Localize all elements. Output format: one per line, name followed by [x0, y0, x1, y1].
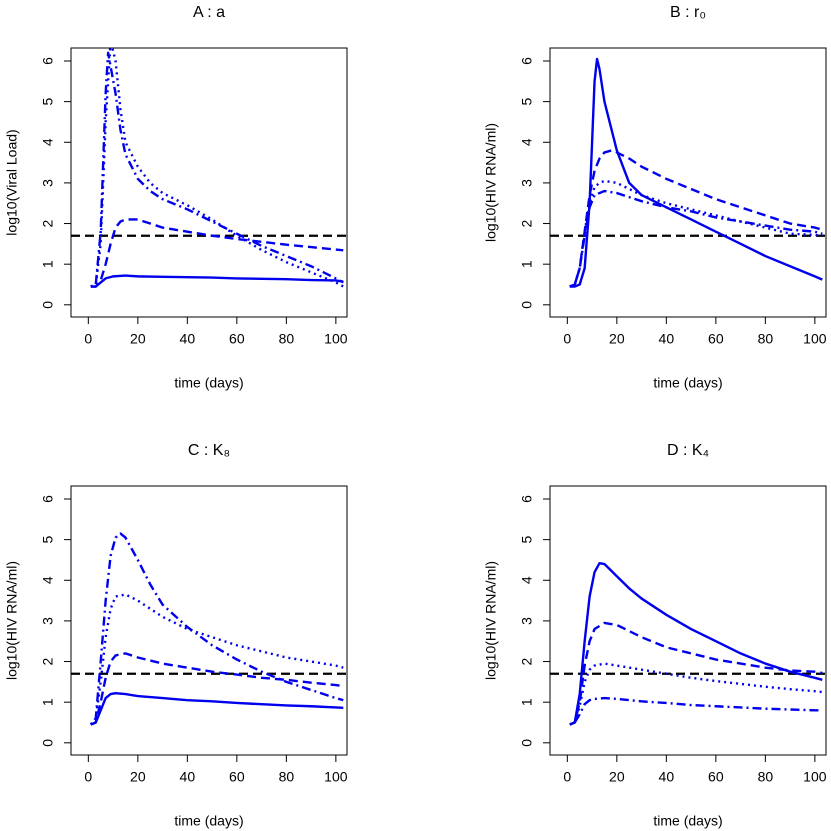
x-axis-label: time (days) [653, 375, 722, 391]
y-tick-label: 5 [519, 98, 535, 106]
x-tick-label: 80 [279, 769, 295, 785]
series-line [90, 274, 344, 288]
x-tick-label: 20 [609, 331, 625, 347]
x-tick-label: 60 [708, 769, 724, 785]
y-tick-label: 5 [40, 536, 56, 544]
x-tick-label: 0 [563, 331, 571, 347]
y-tick-label: 2 [40, 657, 56, 665]
x-tick-label: 0 [84, 769, 92, 785]
x-tick-label: 20 [130, 769, 146, 785]
x-tick-label: 100 [803, 769, 827, 785]
x-tick-label: 80 [758, 769, 774, 785]
x-tick-label: 60 [708, 331, 724, 347]
y-tick-label: 1 [519, 260, 535, 268]
y-tick-label: 2 [40, 219, 56, 227]
series-line [89, 593, 344, 726]
x-tick-label: 40 [180, 331, 196, 347]
y-tick-label: 2 [519, 657, 535, 665]
x-tick-label: 80 [279, 331, 295, 347]
x-tick-label: 40 [180, 769, 196, 785]
y-tick-label: 4 [519, 576, 535, 584]
y-axis-label: log10(HIV RNA/ml) [483, 123, 499, 242]
chart-title: B : r₀ [670, 4, 706, 21]
x-axis-label: time (days) [174, 813, 243, 829]
series-line [569, 57, 823, 288]
series-line [89, 532, 344, 726]
series-line [569, 562, 823, 726]
series-line [90, 51, 344, 288]
x-tick-label: 60 [229, 769, 245, 785]
x-axis-label: time (days) [174, 375, 243, 391]
x-tick-label: 0 [563, 769, 571, 785]
plot-frame [70, 485, 348, 756]
x-axis-label: time (days) [653, 813, 722, 829]
series-line [90, 692, 344, 726]
series-line [90, 218, 344, 288]
y-tick-label: 0 [40, 739, 56, 747]
y-axis-label: log10(Viral Load) [4, 129, 20, 235]
series-line [569, 662, 823, 726]
plot-frame [549, 485, 827, 756]
x-tick-label: 40 [659, 331, 675, 347]
y-tick-label: 1 [40, 698, 56, 706]
x-tick-label: 100 [324, 331, 348, 347]
y-tick-label: 4 [519, 138, 535, 146]
y-tick-label: 5 [40, 98, 56, 106]
y-tick-label: 4 [40, 576, 56, 584]
y-tick-label: 5 [519, 536, 535, 544]
series-line [569, 621, 823, 726]
x-tick-label: 0 [84, 331, 92, 347]
chart-title: D : K₄ [667, 442, 709, 459]
plot-frame [70, 47, 348, 318]
series-line [569, 696, 823, 726]
x-tick-label: 60 [229, 331, 245, 347]
y-tick-label: 0 [519, 739, 535, 747]
x-tick-label: 20 [609, 769, 625, 785]
y-tick-label: 6 [519, 495, 535, 503]
y-tick-label: 4 [40, 138, 56, 146]
series-line [569, 179, 823, 288]
y-tick-label: 6 [40, 57, 56, 65]
series-line [90, 652, 344, 726]
chart-title: C : K₈ [188, 442, 230, 459]
x-tick-label: 100 [803, 331, 827, 347]
y-tick-label: 0 [40, 301, 56, 309]
x-tick-label: 20 [130, 331, 146, 347]
y-tick-label: 6 [40, 495, 56, 503]
y-tick-label: 1 [40, 260, 56, 268]
x-tick-label: 100 [324, 769, 348, 785]
x-tick-label: 40 [659, 769, 675, 785]
y-tick-label: 1 [519, 698, 535, 706]
y-tick-label: 3 [40, 179, 56, 187]
series-line [90, 48, 344, 288]
series-line [569, 189, 823, 288]
x-tick-label: 80 [758, 331, 774, 347]
y-tick-label: 3 [519, 617, 535, 625]
y-axis-label: log10(HIV RNA/ml) [483, 561, 499, 680]
y-axis-label: log10(HIV RNA/ml) [4, 561, 20, 680]
y-tick-label: 3 [519, 179, 535, 187]
y-tick-label: 0 [519, 301, 535, 309]
series-line [569, 149, 823, 288]
plot-frame [549, 47, 827, 318]
chart-title: A : a [193, 4, 225, 21]
y-tick-label: 2 [519, 219, 535, 227]
y-tick-label: 6 [519, 57, 535, 65]
y-tick-label: 3 [40, 617, 56, 625]
